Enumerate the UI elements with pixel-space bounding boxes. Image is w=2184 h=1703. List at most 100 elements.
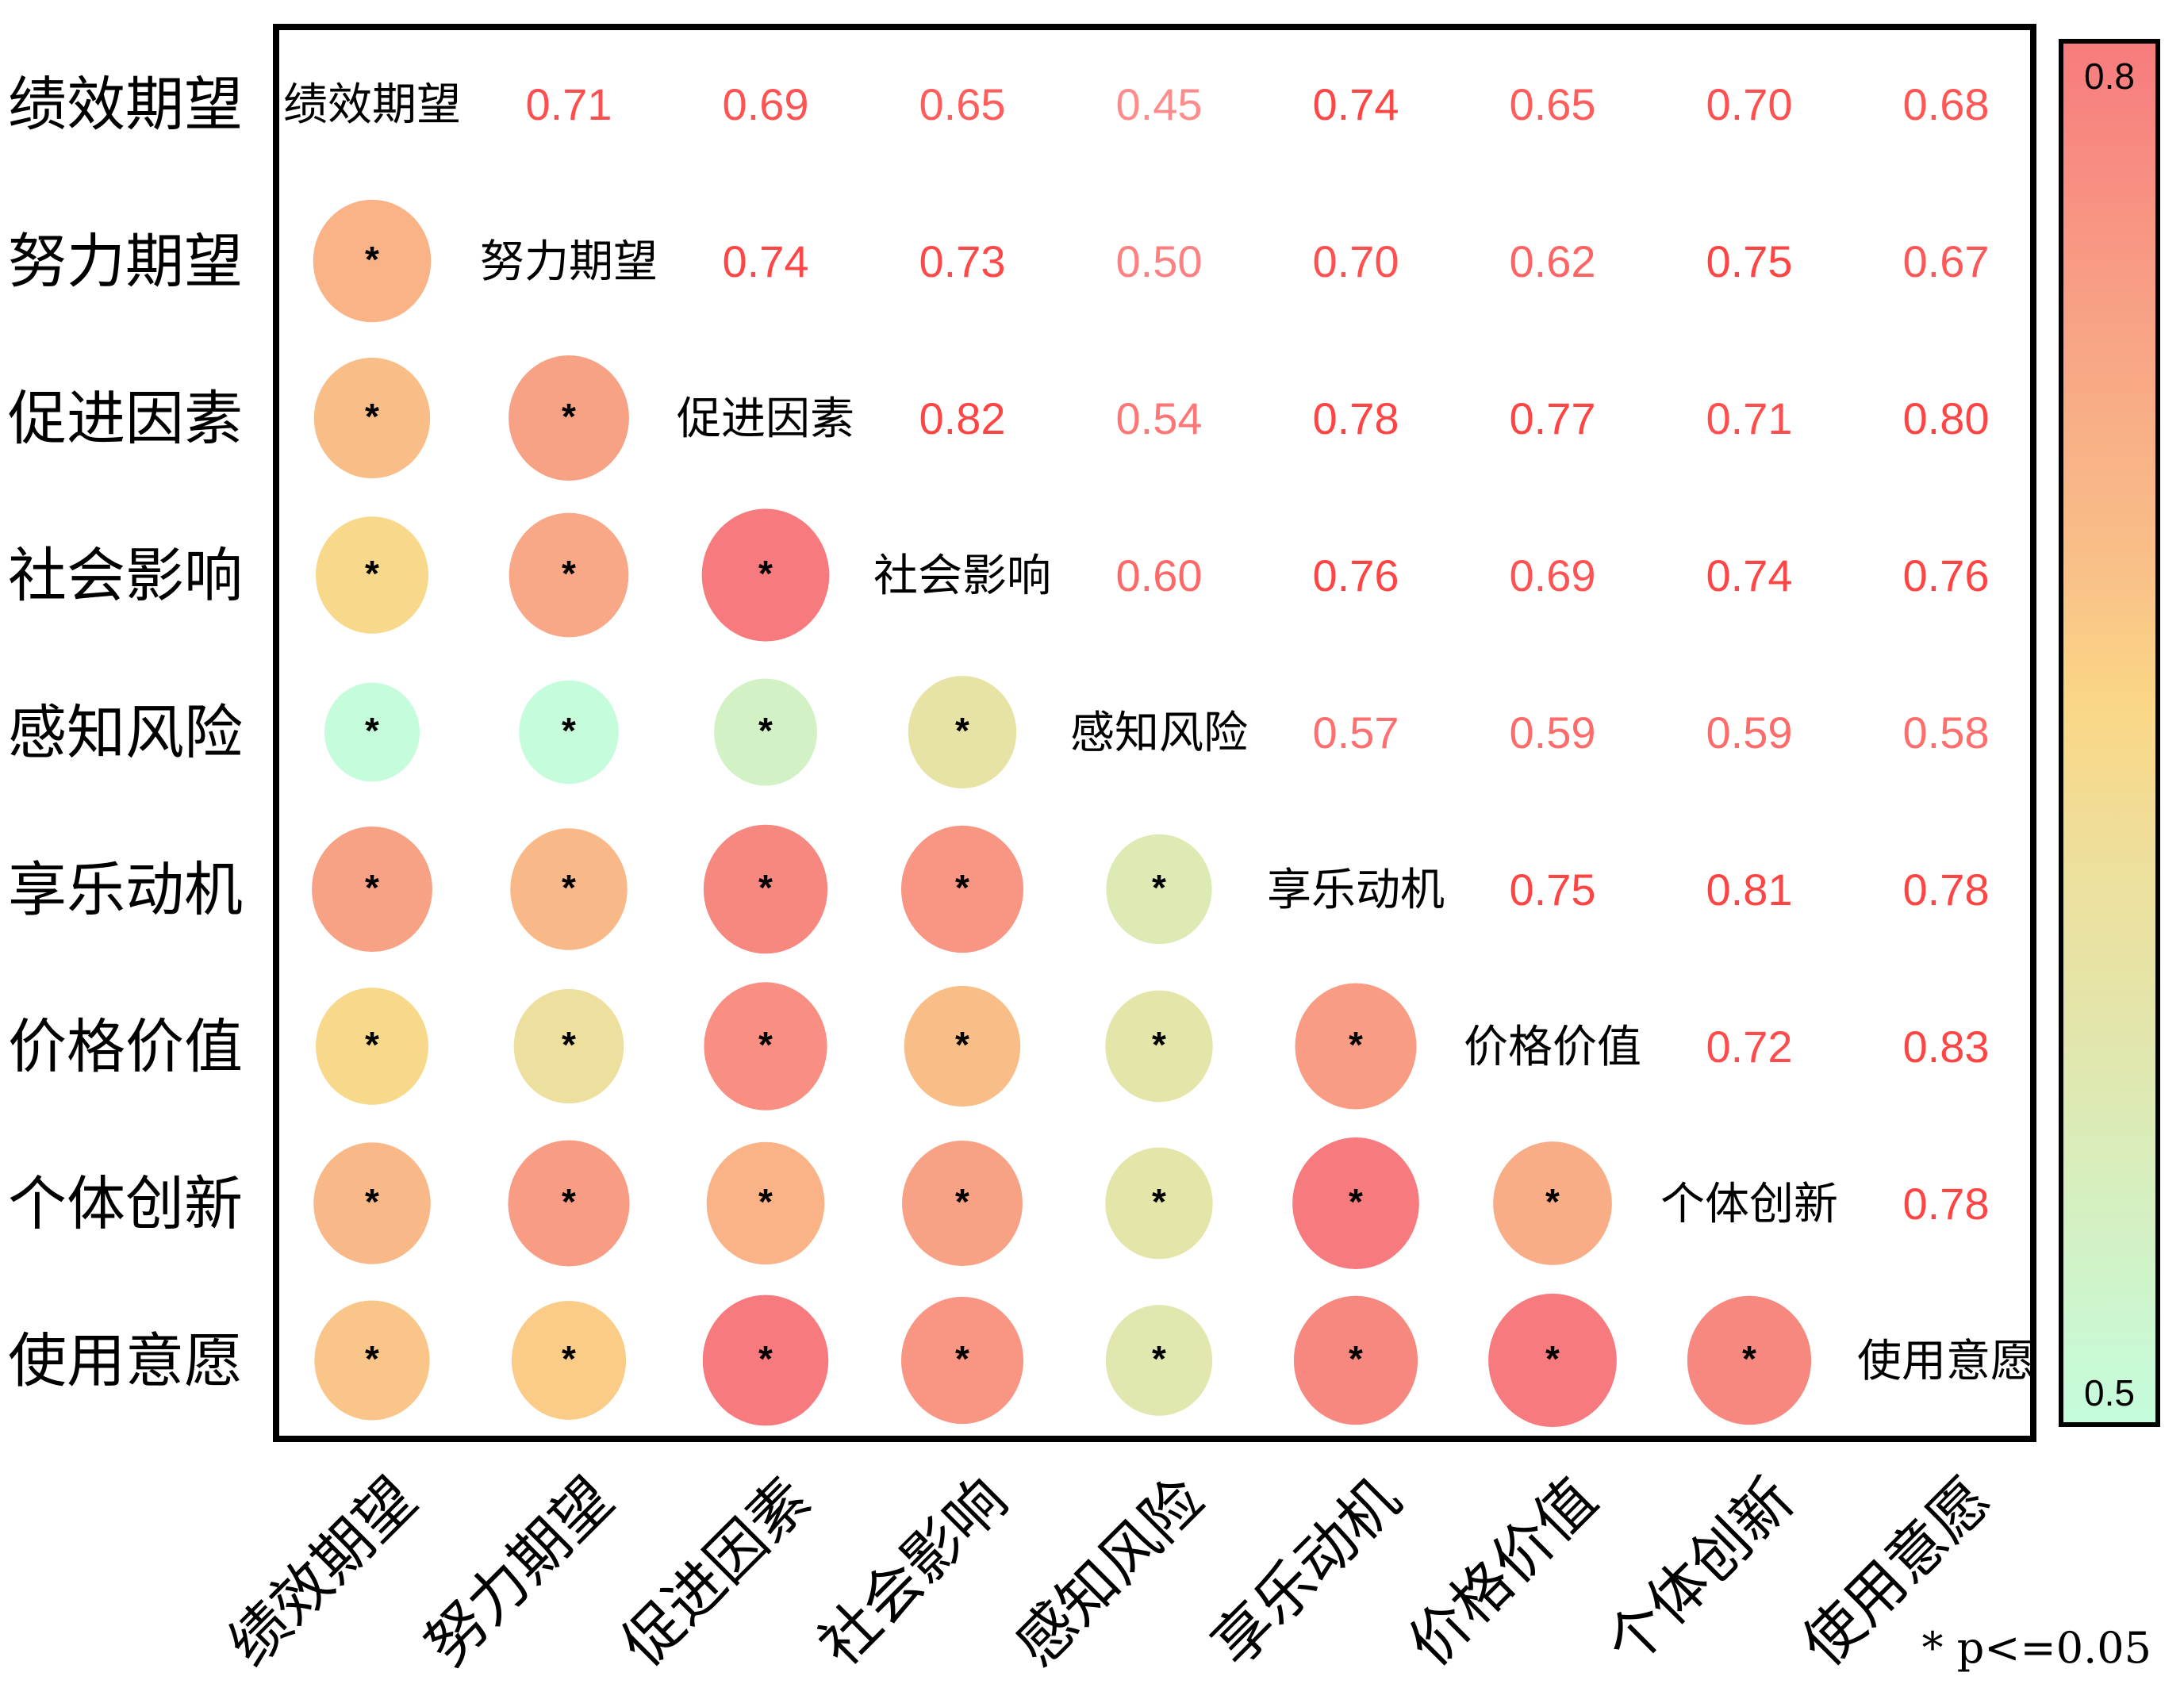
correlation-value: 0.75 [1706,236,1793,286]
correlation-value: 0.68 [1903,79,1990,129]
column-label: 感知风险 [1003,1465,1217,1679]
correlation-circle [1493,1141,1612,1265]
correlation-circle [1488,1293,1617,1428]
significance-star: * [1742,1338,1756,1379]
significance-star: * [758,1024,773,1065]
significance-star: * [1152,1338,1166,1379]
correlation-value: 0.70 [1313,236,1399,286]
significance-star: * [955,1181,969,1222]
correlation-circle [511,1301,627,1420]
correlation-value: 0.60 [1116,550,1203,600]
correlation-value: 0.73 [919,236,1006,286]
correlation-circle [1293,1295,1418,1425]
significance-star: * [758,1338,773,1379]
correlation-value: 0.81 [1706,865,1793,915]
significance-star: * [758,710,773,751]
correlation-circle [1105,1305,1213,1416]
diagonal-label: 感知风险 [1070,708,1248,759]
correlation-value: 0.54 [1116,393,1203,443]
correlation-value: 0.78 [1313,393,1399,443]
significance-star: * [1349,1181,1363,1222]
significance-star: * [1545,1181,1560,1222]
correlation-value: 0.78 [1903,865,1990,915]
correlation-circle [703,824,828,954]
column-label: 绩效期望 [216,1465,430,1679]
significance-star: * [758,553,773,594]
correlation-value: 0.76 [1313,550,1399,600]
correlation-circle [509,512,629,638]
significance-star: * [955,1338,969,1379]
correlation-value: 0.57 [1313,708,1399,758]
row-label: 绩效期望 [8,71,243,139]
correlation-value: 0.69 [723,79,809,129]
correlation-circle [1106,834,1212,945]
row-label: 社会影响 [8,542,243,610]
significance-star: * [1152,867,1166,908]
correlation-value: 0.70 [1706,79,1793,129]
correlation-circle [908,676,1017,788]
correlation-circle [1295,983,1417,1110]
correlation-circle [902,1141,1023,1266]
correlation-circle [313,199,432,323]
diagonal-label: 享乐动机 [1267,865,1445,916]
correlation-circle [1105,1147,1213,1260]
significance-star: * [562,396,576,437]
correlation-value: 0.74 [1313,79,1399,129]
correlation-value: 0.71 [526,79,612,129]
correlation-value: 0.67 [1903,236,1990,286]
correlation-circle [316,516,428,634]
correlation-circle [702,1295,829,1426]
correlation-circle [904,985,1021,1107]
row-label: 使用意愿 [8,1327,243,1395]
correlation-circle [704,982,827,1110]
correlation-circle [513,988,624,1104]
correlation-circle [313,1142,431,1264]
correlation-circle [313,357,431,479]
correlation-value: 0.50 [1116,236,1203,286]
correlation-circle [714,678,817,786]
significance-star: * [1349,1338,1363,1379]
diagonal-label: 使用意愿 [1857,1336,2035,1387]
correlation-circle [314,1300,430,1421]
correlation-value: 0.82 [919,393,1006,443]
column-label: 个体创新 [1593,1465,1807,1679]
diagonal-label: 价格价值 [1464,1022,1641,1073]
significance-star: * [562,867,576,908]
correlation-circle [701,508,830,642]
correlation-circle [1687,1295,1812,1425]
colorbar-gradient [2059,39,2160,1427]
correlation-value: 0.78 [1903,1179,1990,1229]
diagonal-label: 个体创新 [1660,1179,1838,1230]
correlation-value: 0.59 [1510,708,1596,758]
correlation-value: 0.83 [1903,1022,1990,1072]
significance-star: * [562,1024,576,1065]
correlation-value: 0.65 [1510,79,1596,129]
correlation-value: 0.65 [919,79,1006,129]
correlation-value: 0.80 [1903,393,1990,443]
significance-star: * [365,867,379,908]
row-label: 努力期望 [8,228,243,296]
column-label: 促进因素 [609,1465,823,1679]
significance-star: * [1349,1024,1363,1065]
diagonal-label: 社会影响 [873,550,1051,602]
significance-star: * [758,867,773,908]
diagonal-label: 绩效期望 [283,79,461,131]
significance-star: * [365,239,379,280]
correlation-circle [1292,1137,1419,1269]
significance-star: * [365,1338,379,1379]
correlation-circle [519,680,619,784]
row-label: 个体创新 [8,1170,243,1238]
correlation-value: 0.58 [1903,708,1990,758]
correlation-value: 0.74 [723,236,809,286]
correlation-value: 0.72 [1706,1022,1793,1072]
diagonal-label: 促进因素 [677,393,854,445]
row-label: 促进因素 [8,385,243,453]
significance-star: * [365,1024,379,1065]
significance-star: * [758,1181,773,1222]
significance-star: * [365,553,379,594]
row-label: 价格价值 [8,1013,243,1081]
significance-note: * p<=0.05 [1922,1623,2151,1673]
